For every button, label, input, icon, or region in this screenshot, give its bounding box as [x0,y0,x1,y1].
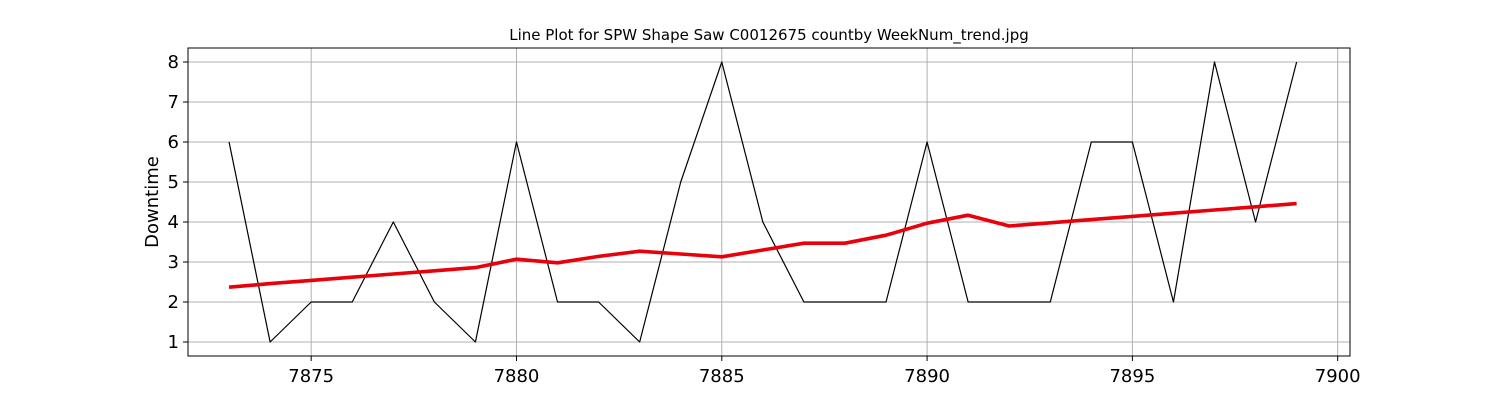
y-tick-label: 1 [168,332,179,353]
x-tick-label: 7900 [1315,366,1361,387]
x-tick-label: 7895 [1109,366,1155,387]
y-tick-label: 6 [168,132,179,153]
y-axis-label: Downtime [142,156,163,248]
downtime-series-line [228,61,1298,343]
y-tick-label: 2 [168,292,179,313]
x-tick-label: 7890 [904,366,950,387]
y-axis: 1 2 3 4 5 6 7 8 [168,52,188,353]
y-tick-label: 4 [168,212,179,233]
grid [188,48,1350,356]
y-tick-label: 7 [168,92,179,113]
x-tick-label: 7875 [288,366,334,387]
trend-series-line [228,201,1297,289]
plot-frame [187,47,1351,357]
x-axis: 7875 7880 7885 7890 7895 7900 [288,356,1361,387]
y-tick-label: 3 [168,252,179,273]
x-tick-label: 7880 [494,366,540,387]
y-tick-label: 8 [168,52,179,73]
x-tick-label: 7885 [699,366,745,387]
chart-title: Line Plot for SPW Shape Saw C0012675 cou… [509,26,1029,45]
y-tick-label: 5 [168,172,179,193]
series-lines [228,61,1298,343]
